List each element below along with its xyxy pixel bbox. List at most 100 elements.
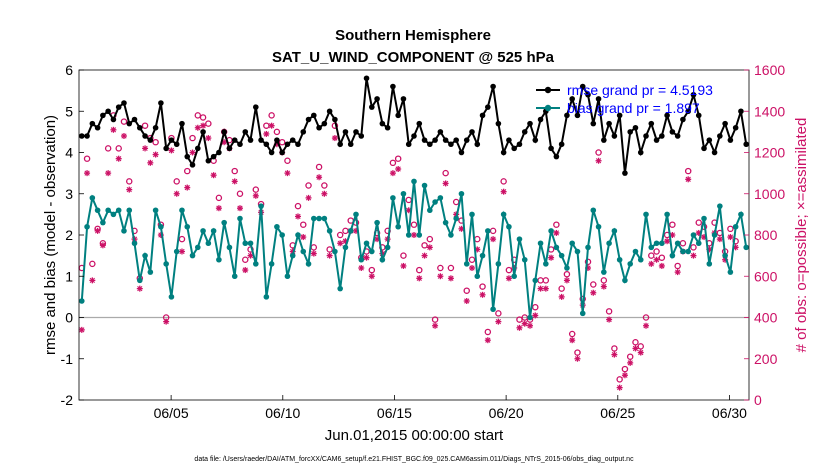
obs-possible-point [336, 231, 344, 239]
legend: rmse grand pr = 4.5193 bias grand pr = 1… [536, 82, 713, 116]
rmse-point [390, 83, 396, 90]
left-tick-label: 0 [65, 310, 73, 326]
obs-possible-point [658, 254, 666, 261]
obs-possible-point [141, 122, 149, 129]
obs-possible-point [648, 252, 655, 259]
obs-possible-point [104, 145, 112, 152]
obs-assimilated-stroke [532, 312, 538, 319]
obs-possible-point [674, 262, 681, 270]
rmse-point [453, 137, 459, 143]
bias-point [506, 223, 512, 230]
bias-point [189, 252, 196, 259]
x-axis-label: Jun.01,2015 00:00:00 start [325, 427, 504, 444]
obs-assimilated-point [685, 176, 692, 183]
obs-assimilated-point [321, 190, 328, 197]
obs-possible-point [120, 118, 128, 125]
rmse-point [242, 129, 249, 135]
obs-possible-point [637, 343, 644, 350]
obs-assimilated-stroke [543, 285, 549, 292]
obs-assimilated-stroke [311, 250, 317, 257]
rmse-point [674, 133, 681, 139]
obs-possible-point [532, 303, 539, 311]
obs-assimilated-stroke [242, 267, 248, 273]
obs-assimilated-stroke [406, 207, 412, 213]
rmse-point [738, 108, 744, 115]
obs-assimilated-stroke [559, 294, 565, 300]
obs-assimilated-stroke [179, 248, 185, 255]
bias-point [574, 248, 581, 255]
right-tick-label: 1400 [754, 103, 785, 119]
obs-possible-point [595, 149, 602, 156]
obs-possible-point [394, 155, 402, 162]
bias-point [701, 215, 707, 222]
bias-point [564, 265, 570, 271]
bias-point [416, 232, 423, 238]
obs-assimilated-stroke [653, 257, 660, 263]
bias-point [458, 190, 465, 197]
obs-assimilated-stroke [416, 275, 422, 281]
bias-point [400, 190, 407, 197]
obs-assimilated-point [727, 234, 734, 241]
obs-assimilated-stroke [516, 325, 523, 331]
obs-assimilated-point [358, 265, 365, 271]
obs-assimilated-point [416, 275, 423, 282]
x-tick-label: 06/05 [154, 405, 189, 421]
obs-assimilated-stroke [458, 226, 465, 232]
obs-assimilated-stroke [189, 149, 196, 156]
obs-assimilated-point [558, 293, 565, 300]
rmse-point [158, 100, 164, 106]
obs-assimilated-stroke [195, 125, 201, 131]
bias-point [311, 215, 317, 222]
rmse-point [717, 133, 723, 139]
obs-possible-point [89, 260, 96, 268]
rmse-point [405, 141, 412, 148]
obs-assimilated-point [548, 254, 555, 261]
obs-possible-point [205, 120, 212, 127]
obs-assimilated-point [569, 337, 576, 344]
obs-assimilated-point [542, 285, 549, 292]
bias-point [695, 240, 702, 247]
chart-subtitle: SAT_U_WIND_COMPONENT @ 525 hPa [272, 49, 555, 66]
obs-assimilated-stroke [522, 321, 528, 327]
rmse-point [173, 141, 180, 148]
obs-possible-point [563, 270, 571, 278]
bias-series [78, 178, 750, 321]
rmse-point [516, 141, 523, 148]
obs-possible-point [273, 128, 281, 136]
rmse-point [532, 137, 539, 143]
rmse-point [384, 124, 391, 131]
obs-assimilated-stroke [316, 174, 322, 180]
bias-point [611, 228, 618, 234]
rmse-point [337, 141, 343, 148]
obs-assimilated-stroke [590, 290, 596, 296]
bias-point [231, 273, 238, 280]
obs-possible-point [558, 285, 565, 292]
rmse-point [316, 124, 322, 131]
bias-point [469, 211, 475, 218]
obs-assimilated-point [205, 135, 212, 142]
rmse-point [105, 108, 111, 115]
obs-assimilated-stroke [601, 283, 607, 290]
rmse-point [94, 124, 101, 131]
bias-point [532, 277, 539, 284]
rmse-point [263, 141, 270, 148]
obs-possible-point [505, 266, 513, 274]
obs-assimilated-stroke [79, 327, 85, 333]
bias-point [648, 244, 655, 251]
obs-possible-point [516, 316, 523, 323]
obs-assimilated-stroke [247, 252, 254, 259]
obs-assimilated-point [400, 262, 407, 269]
bias-point [131, 240, 138, 247]
rmse-point [289, 137, 296, 143]
bias-point [437, 195, 444, 201]
obs-assimilated-stroke [210, 172, 217, 178]
obs-possible-point [326, 246, 333, 253]
obs-assimilated-point [574, 355, 581, 362]
bias-point [274, 223, 280, 230]
bias-point [585, 244, 591, 251]
obs-assimilated-stroke [564, 277, 570, 284]
obs-assimilated-stroke [268, 123, 275, 129]
obs-assimilated-stroke [617, 384, 623, 391]
bias-point [616, 256, 623, 263]
